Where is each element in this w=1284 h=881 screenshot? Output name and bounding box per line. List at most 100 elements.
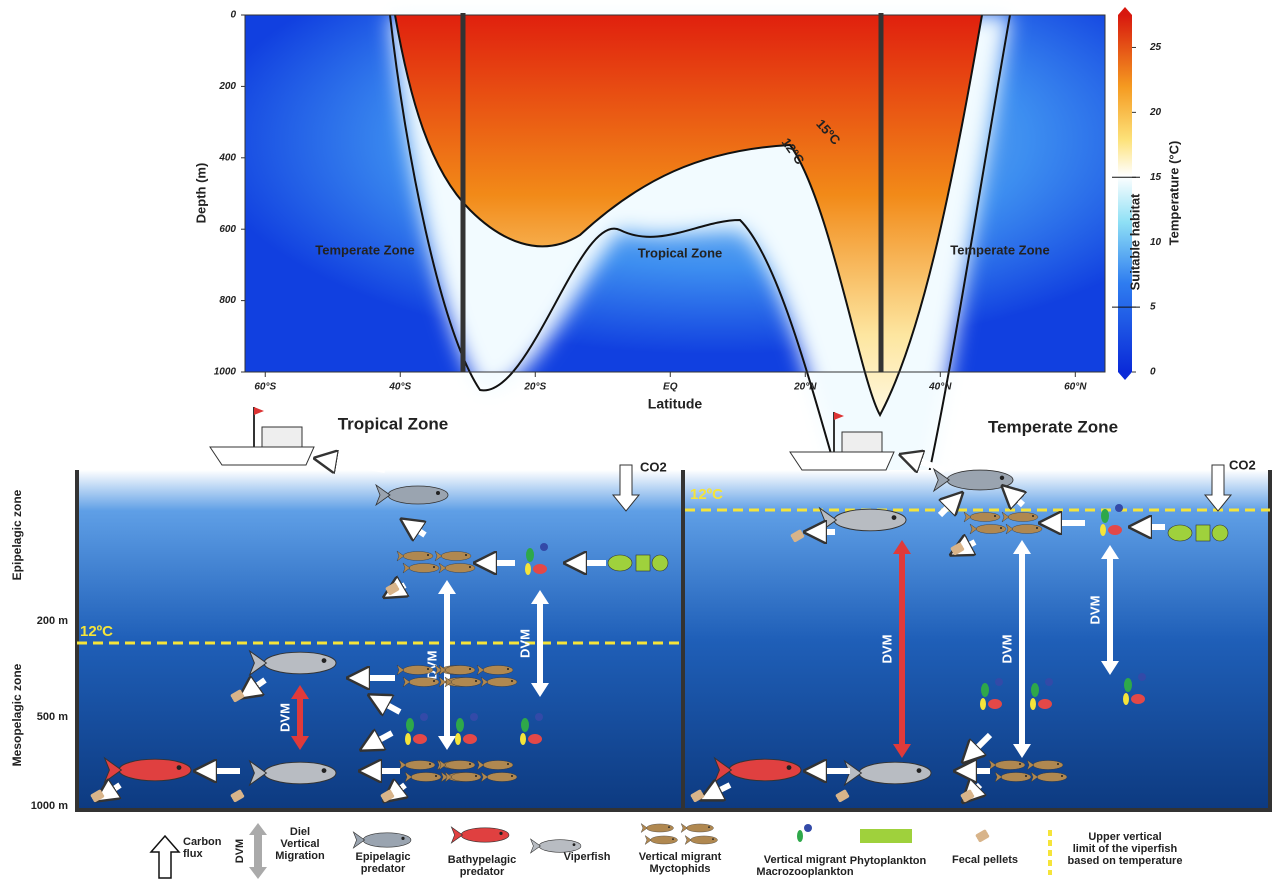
y-tick-label: 800 xyxy=(219,295,236,306)
legend-label: Vertical migrant xyxy=(639,851,722,863)
myctophid xyxy=(444,676,482,688)
myctophid-body xyxy=(482,760,514,770)
dvm-head xyxy=(291,685,309,750)
phytoplankton xyxy=(607,554,633,572)
myctophid-body xyxy=(486,772,518,782)
habitat-label: Suitable habitat xyxy=(1127,193,1142,290)
y-axis-label: Depth (m) xyxy=(193,163,208,224)
flux-arrow xyxy=(248,680,267,692)
zooplankton xyxy=(520,733,526,745)
viperfish-body xyxy=(263,761,337,785)
fecal-pellet xyxy=(978,834,990,843)
myctophid-tail xyxy=(438,562,447,574)
myctophid-tail xyxy=(994,771,1003,783)
viperfish xyxy=(248,759,337,787)
zooplankton xyxy=(1123,693,1129,705)
legend-label: based on temperature xyxy=(1068,855,1183,867)
legend-viper-eye xyxy=(572,843,576,846)
zooplankton xyxy=(1030,698,1036,710)
zooplankton xyxy=(533,564,547,574)
myctophid-body xyxy=(1000,772,1032,782)
colorbar xyxy=(1118,15,1132,372)
viperfish-tail xyxy=(248,759,268,787)
fecal-pellet xyxy=(91,791,103,800)
myctophid-eye xyxy=(469,668,471,670)
legend-myctophid-body xyxy=(650,835,678,845)
tuna-body xyxy=(387,485,449,505)
phytoplankton xyxy=(651,554,669,572)
myctophid xyxy=(396,664,434,676)
flux-arrow xyxy=(937,500,955,518)
myctophid-eye xyxy=(433,566,435,568)
legend-label: Myctophids xyxy=(649,863,710,875)
myctophid-eye xyxy=(475,680,477,682)
zooplankton xyxy=(1101,509,1109,523)
fecal-pellet xyxy=(90,789,102,798)
dvm-label: DVM xyxy=(1087,596,1102,625)
legend-zoo xyxy=(804,824,812,832)
y-tick-label: 0 xyxy=(230,10,236,21)
legend-label: limit of the viperfish xyxy=(1073,843,1178,855)
depth-label: 500 m xyxy=(37,711,68,723)
myctophid-tail xyxy=(969,523,978,535)
myctophid-eye xyxy=(1000,527,1002,529)
fecal-pellet xyxy=(230,789,242,798)
colorbar-label: Temperature (°C) xyxy=(1166,141,1181,246)
dvm-label: DVM xyxy=(277,703,292,732)
fecal-pellet xyxy=(386,584,398,593)
legend-myctophid-tail xyxy=(684,834,692,846)
zooplankton xyxy=(1100,524,1106,536)
boat-cabin xyxy=(261,426,303,448)
myctophid-body xyxy=(444,563,476,573)
zooplankton xyxy=(1124,678,1132,692)
fecal-pellet xyxy=(838,794,850,803)
flux-arrow xyxy=(710,785,732,795)
fecal-pellet xyxy=(793,534,805,543)
viperfish xyxy=(248,649,337,677)
zooplankton xyxy=(521,718,529,732)
flux-arrow xyxy=(1010,493,1023,505)
myctophid-tail xyxy=(434,550,443,562)
dvm-head xyxy=(1101,545,1119,675)
myctophid-tail xyxy=(963,511,972,523)
boat-hull xyxy=(209,446,315,466)
legend-viper xyxy=(529,838,582,854)
threshold-label: 12ºC xyxy=(80,623,113,640)
fecal-pellet xyxy=(976,831,988,840)
myctophid-body xyxy=(1032,760,1064,770)
legend-label: Diel xyxy=(290,826,310,838)
x-tick-label: 60°S xyxy=(254,382,276,393)
dvm-label: DVM xyxy=(424,651,439,680)
threshold-label: 12ºC xyxy=(690,486,723,503)
legend-myctophid-tail xyxy=(640,822,648,834)
viperfish-eye xyxy=(916,768,922,773)
myctophid xyxy=(476,759,514,771)
dvm-label: DVM xyxy=(999,635,1014,664)
myctophid-eye xyxy=(469,763,471,765)
myctophid-eye xyxy=(1032,515,1034,517)
bathypelagic-fish-tail xyxy=(713,756,733,784)
fecal-pellet xyxy=(231,691,243,700)
myctophid-eye xyxy=(994,515,996,517)
myctophid-eye xyxy=(1036,527,1038,529)
fecal-pellet xyxy=(230,689,242,698)
fecal-pellet xyxy=(950,542,962,551)
legend-tuna-tail xyxy=(352,831,366,849)
co2-arrow xyxy=(611,464,641,512)
legend-bathy xyxy=(450,826,510,844)
flux-arrow xyxy=(410,525,427,535)
tuna-body xyxy=(946,469,1014,491)
legend-label: predator xyxy=(361,863,406,875)
colorbar-tick-label: 25 xyxy=(1149,42,1162,53)
dvm-label: DVM xyxy=(517,629,532,658)
myctophid-eye xyxy=(511,680,513,682)
y-tick-label: 400 xyxy=(218,152,236,163)
zooplankton xyxy=(1045,678,1053,686)
viperfish-eye xyxy=(321,768,327,773)
myctophid-eye xyxy=(507,763,509,765)
myctophid-body xyxy=(450,772,482,782)
legend-zoo xyxy=(797,830,803,842)
myctophid-body xyxy=(402,551,434,561)
fecal-pellet xyxy=(835,789,847,798)
legend-myctophid xyxy=(644,834,678,846)
